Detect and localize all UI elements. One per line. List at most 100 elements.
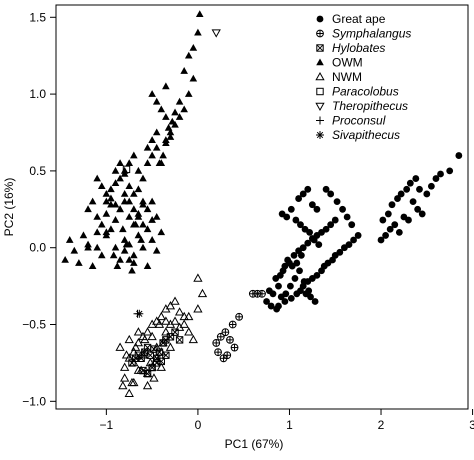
- point-theropithecus: [211, 29, 221, 38]
- point-nwm: [120, 362, 130, 371]
- point-owm: [107, 225, 115, 233]
- point-great-ape: [291, 275, 299, 282]
- legend-marker-sivapithecus: [316, 131, 324, 139]
- point-nwm: [129, 357, 139, 367]
- point-great-ape: [350, 236, 357, 244]
- point-owm: [143, 159, 152, 167]
- point-great-ape: [287, 205, 295, 213]
- point-owm: [111, 243, 120, 251]
- point-nwm: [156, 347, 166, 356]
- y-tick-label: −0.5: [22, 318, 46, 332]
- point-owm: [152, 143, 161, 151]
- y-axis: −1.0 −0.5 0.0 0.5 1.0 1.5: [22, 10, 56, 408]
- point-great-ape: [267, 302, 275, 310]
- legend-entry-sivapithecus: Sivapithecus: [316, 128, 400, 142]
- legend-marker-nwm: [315, 71, 325, 81]
- point-great-ape: [394, 195, 401, 202]
- point-owm: [102, 197, 111, 205]
- point-owm: [139, 174, 147, 182]
- y-tick-label: 1.0: [29, 87, 46, 101]
- point-owm: [61, 255, 69, 263]
- point-great-ape: [382, 232, 389, 239]
- point-owm: [143, 225, 152, 233]
- point-great-ape: [286, 282, 294, 290]
- point-owm: [148, 136, 156, 143]
- point-owm: [131, 220, 140, 228]
- point-owm: [130, 259, 138, 266]
- point-great-ape: [283, 213, 291, 221]
- point-great-ape: [304, 239, 312, 247]
- point-great-ape: [403, 185, 411, 193]
- point-great-ape: [414, 205, 422, 213]
- legend-marker-hylobates: [316, 44, 324, 52]
- point-nwm: [193, 273, 203, 282]
- data-points: [61, 10, 463, 397]
- point-great-ape: [299, 244, 307, 252]
- point-symphalangus: [258, 289, 266, 298]
- y-tick-label: 0.5: [29, 164, 46, 178]
- point-great-ape: [293, 259, 301, 267]
- point-nwm: [145, 357, 155, 367]
- point-nwm: [147, 331, 157, 341]
- point-owm: [93, 212, 101, 220]
- series-owm: [61, 10, 204, 274]
- point-nwm: [174, 307, 185, 316]
- point-nwm: [158, 337, 168, 347]
- point-owm: [128, 266, 136, 274]
- point-nwm: [138, 331, 148, 341]
- point-great-ape: [455, 152, 463, 159]
- point-owm: [152, 97, 161, 105]
- point-owm: [159, 151, 167, 159]
- point-great-ape: [395, 228, 403, 236]
- point-owm: [97, 220, 106, 228]
- point-owm: [75, 259, 83, 266]
- x-tick-label: 2: [378, 418, 385, 432]
- legend-label-paracolobus: Paracolobus: [332, 85, 399, 99]
- point-great-ape: [282, 290, 290, 298]
- point-nwm: [133, 337, 144, 347]
- point-great-ape: [333, 198, 341, 206]
- x-tick-label: 1: [286, 418, 293, 432]
- point-great-ape: [290, 251, 298, 259]
- point-owm: [148, 197, 156, 205]
- legend-label-owm: OWM: [332, 56, 363, 70]
- point-great-ape: [273, 305, 281, 313]
- y-tick-label: 0.0: [29, 241, 46, 255]
- point-owm: [139, 220, 147, 228]
- point-nwm: [138, 350, 148, 359]
- point-owm: [134, 166, 143, 174]
- point-owm: [134, 231, 143, 239]
- point-great-ape: [386, 225, 394, 233]
- legend: Great apeSymphalangusHylobatesOWMNWMPara…: [315, 12, 411, 142]
- legend-marker-symphalangus: [316, 29, 324, 38]
- point-owm: [120, 169, 129, 177]
- point-great-ape: [437, 170, 444, 178]
- point-great-ape: [327, 221, 335, 229]
- series-paracolobus: [122, 165, 131, 174]
- legend-marker-owm: [316, 58, 324, 66]
- point-symphalangus: [226, 335, 234, 344]
- point-owm: [125, 212, 134, 220]
- point-owm: [143, 205, 152, 213]
- point-great-ape: [427, 182, 435, 190]
- point-nwm: [142, 380, 153, 390]
- point-owm: [116, 159, 124, 167]
- point-great-ape: [313, 205, 321, 213]
- point-great-ape: [299, 190, 307, 198]
- point-owm: [84, 243, 92, 251]
- point-owm: [143, 262, 152, 269]
- point-nwm: [118, 380, 128, 390]
- point-great-ape: [348, 221, 356, 229]
- legend-entry-theropithecus: Theropithecus: [315, 99, 408, 113]
- point-owm: [166, 133, 175, 140]
- point-great-ape: [379, 216, 387, 224]
- legend-entry-owm: OWM: [316, 56, 363, 70]
- point-owm: [175, 97, 184, 105]
- point-great-ape: [412, 175, 420, 182]
- point-great-ape: [295, 195, 303, 202]
- point-great-ape: [311, 298, 319, 305]
- point-owm: [137, 236, 145, 243]
- point-owm: [107, 185, 115, 193]
- y-tick-label: 1.5: [29, 10, 46, 24]
